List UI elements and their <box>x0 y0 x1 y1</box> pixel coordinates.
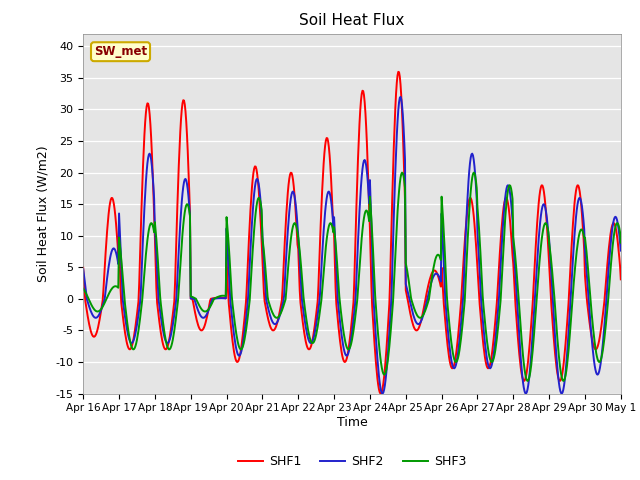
SHF1 <box>376 391 384 396</box>
SHF3 <box>344 346 351 352</box>
SHF3 <box>79 286 87 291</box>
SHF3 <box>396 180 404 186</box>
SHF2 <box>451 365 458 371</box>
SHF1 <box>617 276 625 282</box>
SHF1 <box>79 265 87 271</box>
SHF3 <box>524 378 531 384</box>
SHF1 <box>344 352 351 358</box>
Line: SHF3: SHF3 <box>83 173 621 381</box>
Y-axis label: Soil Heat Flux (W/m2): Soil Heat Flux (W/m2) <box>37 145 50 282</box>
SHF2 <box>344 352 351 358</box>
SHF2 <box>617 248 625 253</box>
Legend: SHF1, SHF2, SHF3: SHF1, SHF2, SHF3 <box>233 450 471 473</box>
SHF1 <box>397 94 405 99</box>
SHF1 <box>394 69 402 75</box>
SHF1 <box>451 361 458 367</box>
SHF1 <box>220 295 228 301</box>
SHF3 <box>197 306 205 312</box>
SHF2 <box>379 391 387 396</box>
SHF2 <box>569 255 577 261</box>
SHF3 <box>617 240 625 246</box>
SHF2 <box>79 266 87 272</box>
SHF2 <box>397 94 404 100</box>
Line: SHF1: SHF1 <box>83 72 621 394</box>
SHF2 <box>397 96 405 102</box>
SHF2 <box>197 313 205 319</box>
SHF3 <box>569 289 577 295</box>
Line: SHF2: SHF2 <box>83 97 621 394</box>
Text: SW_met: SW_met <box>94 45 147 58</box>
SHF2 <box>220 296 228 301</box>
SHF3 <box>220 293 228 299</box>
SHF3 <box>398 170 406 176</box>
Title: Soil Heat Flux: Soil Heat Flux <box>300 13 404 28</box>
X-axis label: Time: Time <box>337 416 367 429</box>
SHF1 <box>197 327 205 333</box>
SHF3 <box>450 354 458 360</box>
SHF1 <box>569 220 577 226</box>
